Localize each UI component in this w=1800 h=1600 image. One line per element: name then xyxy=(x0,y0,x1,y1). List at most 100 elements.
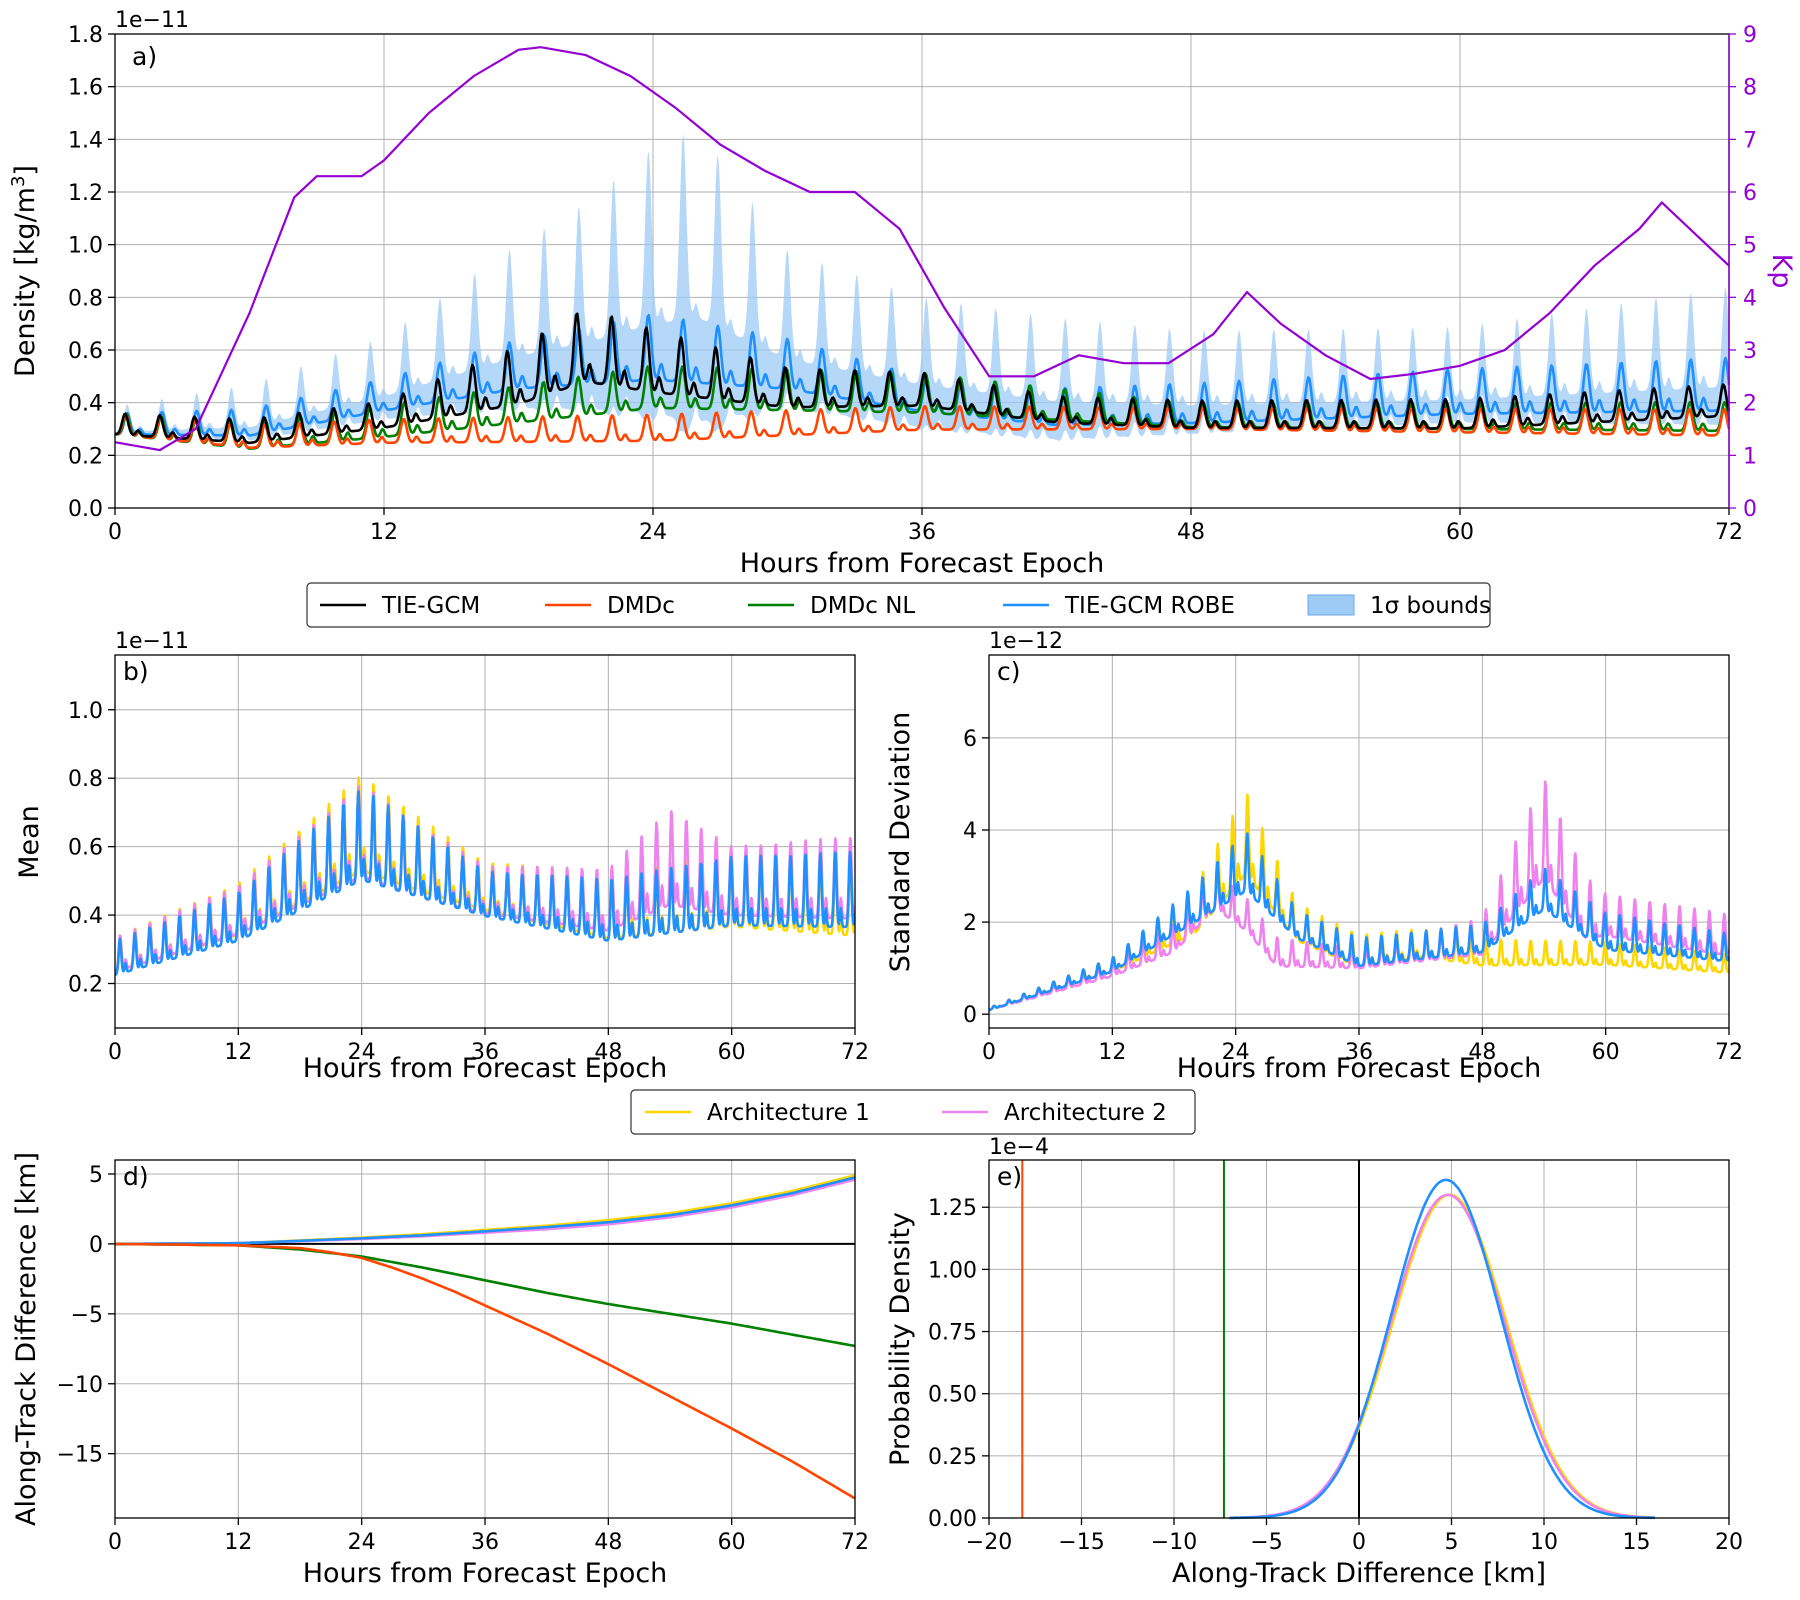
a-kp-tick-label: 9 xyxy=(1743,23,1757,48)
c-y-tick-label: 6 xyxy=(963,727,977,752)
e-x-tick-label: 10 xyxy=(1530,1530,1558,1555)
e-x-tick-label: 20 xyxy=(1715,1530,1743,1555)
legend-label-0: Architecture 1 xyxy=(707,1100,870,1126)
c-y-tick-label: 0 xyxy=(963,1003,977,1028)
a-series-kp xyxy=(114,46,1730,452)
a-x-axis-label: Hours from Forecast Epoch xyxy=(740,548,1105,579)
legend-label-2: DMDc NL xyxy=(810,593,915,619)
a-kp-layer xyxy=(114,46,1730,452)
e-y-tick-label: 1.00 xyxy=(928,1258,977,1283)
e-x-tick-label: 15 xyxy=(1623,1530,1651,1555)
e-y-tick-label: 0.50 xyxy=(928,1383,977,1408)
b-panel-label: b) xyxy=(123,657,149,686)
d-y-tick-label: 0 xyxy=(89,1233,103,1258)
c-x-tick-label: 12 xyxy=(1098,1040,1126,1065)
b-x-tick-label: 0 xyxy=(108,1040,122,1065)
e-series-architecture-2 xyxy=(1229,1193,1656,1520)
e-y-tick-label: 1.25 xyxy=(928,1196,977,1221)
a-y-ticks: 0.0 0.2 0.4 0.6 0.8 1.0 1.2 1.4 1.6 1.8 xyxy=(68,23,115,522)
c-x-tick-label: 72 xyxy=(1715,1040,1743,1065)
legend-models-frame xyxy=(306,582,1491,628)
d-x-tick-label: 0 xyxy=(108,1530,122,1555)
a-y-tick-label: 1.0 xyxy=(68,234,103,259)
a-series-tie-gcm xyxy=(114,312,1731,445)
panel-b: 0 12 24 36 48 60 72 0.2 0.4 0.6 0.8 1.0 1e−11 b) H… xyxy=(14,629,869,1084)
d-y-tick-label: −15 xyxy=(57,1443,103,1468)
a-y-tick-label: 1.2 xyxy=(68,181,103,206)
c-x-ticks: 0 12 24 36 48 60 72 xyxy=(982,1028,1743,1065)
a-x-tick-label: 12 xyxy=(370,520,398,545)
c-y-offset: 1e−12 xyxy=(989,629,1063,654)
b-x-tick-label: 60 xyxy=(718,1040,746,1065)
c-series-tie-gcm-robe xyxy=(989,832,1729,1012)
b-y-tick-label: 1.0 xyxy=(68,699,103,724)
c-y-tick-label: 2 xyxy=(963,911,977,936)
legend-architectures-entries: Architecture 1 Architecture 2 xyxy=(645,1100,1167,1126)
a-kp-tick-label: 7 xyxy=(1743,128,1757,153)
c-x-axis-label: Hours from Forecast Epoch xyxy=(1177,1053,1542,1084)
a-y-tick-label: 0.6 xyxy=(68,339,103,364)
legend-label-0: TIE-GCM xyxy=(381,593,480,619)
legend-models: TIE-GCM DMDc DMDc NL TIE-GCM ROBE 1σ bounds xyxy=(306,582,1491,628)
e-series-architecture-1 xyxy=(1229,1193,1655,1520)
legend-label-1: DMDc xyxy=(607,593,675,619)
d-series-dmdc xyxy=(115,1242,856,1500)
c-lines-layer xyxy=(989,780,1729,1012)
e-lines-layer xyxy=(1021,1160,1656,1520)
a-kp-tick-label: 3 xyxy=(1743,339,1757,364)
a-kp-ticks: 0 1 2 3 4 5 6 7 8 9 xyxy=(1728,23,1757,522)
b-x-ticks: 0 12 24 36 48 60 72 xyxy=(108,1028,869,1065)
e-x-tick-label: −5 xyxy=(1250,1530,1282,1555)
a-kp-tick-label: 1 xyxy=(1743,444,1757,469)
a-series-dmdc xyxy=(114,405,1731,449)
b-y-tick-label: 0.4 xyxy=(68,904,103,929)
e-series-tie-gcm-robe xyxy=(1229,1178,1655,1520)
legend-models-entries: TIE-GCM DMDc DMDc NL TIE-GCM ROBE 1σ bounds xyxy=(320,593,1491,619)
c-panel-label: c) xyxy=(997,657,1021,686)
d-x-tick-label: 48 xyxy=(594,1530,622,1555)
legend-architectures: Architecture 1 Architecture 2 xyxy=(630,1089,1196,1135)
a-y-tick-label: 0.8 xyxy=(68,286,103,311)
panel-e: −20 −15 −10 −5 0 5 10 15 20 0.00 0.25 0.50 0.75 1.00… xyxy=(885,1135,1743,1589)
b-series-tie-gcm-robe xyxy=(115,790,855,977)
a-x-tick-label: 0 xyxy=(108,520,122,545)
c-y-tick-label: 4 xyxy=(963,819,977,844)
e-x-tick-label: −10 xyxy=(1151,1530,1197,1555)
e-panel-label: e) xyxy=(997,1162,1022,1191)
d-y-tick-label: 5 xyxy=(89,1163,103,1188)
a-lines-layer xyxy=(114,312,1731,450)
a-band-layer xyxy=(115,133,1729,441)
e-x-tick-label: −15 xyxy=(1058,1530,1104,1555)
c-x-tick-label: 36 xyxy=(1345,1040,1373,1065)
a-y-tick-label: 0.2 xyxy=(68,444,103,469)
b-y-tick-label: 0.2 xyxy=(68,973,103,998)
b-x-tick-label: 36 xyxy=(471,1040,499,1065)
legend-label-3: TIE-GCM ROBE xyxy=(1064,593,1235,619)
c-y-axis-label: Standard Deviation xyxy=(885,712,916,973)
d-x-axis-label: Hours from Forecast Epoch xyxy=(303,1558,668,1589)
d-x-tick-label: 24 xyxy=(348,1530,376,1555)
e-y-tick-label: 0.00 xyxy=(928,1507,977,1532)
e-y-tick-label: 0.25 xyxy=(928,1445,977,1470)
a-kp-tick-label: 2 xyxy=(1743,392,1757,417)
legend-label-1: Architecture 2 xyxy=(1004,1100,1167,1126)
a-sigma-band xyxy=(115,133,1729,441)
d-x-ticks: 0 12 24 36 48 60 72 xyxy=(108,1518,869,1555)
d-lines-layer xyxy=(115,1174,856,1500)
a-kp-tick-label: 5 xyxy=(1743,234,1757,259)
b-y-axis-label: Mean xyxy=(14,805,45,879)
a-y-tick-label: 0.0 xyxy=(68,497,103,522)
c-x-tick-label: 0 xyxy=(982,1040,996,1065)
d-x-tick-label: 12 xyxy=(224,1530,252,1555)
a-x-tick-label: 72 xyxy=(1715,520,1743,545)
d-y-tick-label: −5 xyxy=(71,1303,103,1328)
b-y-ticks: 0.2 0.4 0.6 0.8 1.0 xyxy=(68,699,115,998)
a-x-tick-label: 36 xyxy=(908,520,936,545)
b-grid xyxy=(114,655,856,1028)
c-x-tick-label: 48 xyxy=(1468,1040,1496,1065)
legend-architectures-frame xyxy=(630,1089,1196,1135)
a-x-tick-label: 60 xyxy=(1446,520,1474,545)
d-y-ticks: −15 −10 −5 0 5 xyxy=(57,1163,115,1468)
a-y-tick-label: 1.6 xyxy=(68,76,103,101)
